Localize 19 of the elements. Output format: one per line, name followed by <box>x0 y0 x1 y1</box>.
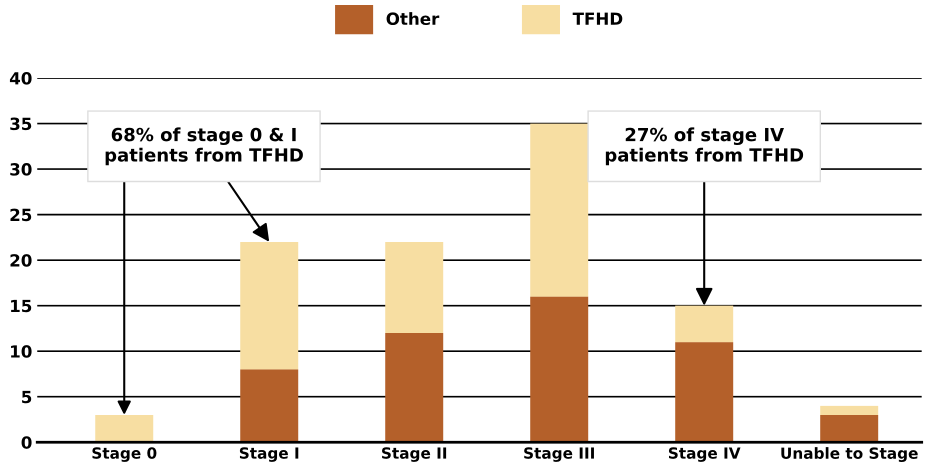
y-tick-label: 40 <box>10 72 32 85</box>
annotation: 27% of stage IV patients from TFHD <box>606 127 804 166</box>
x-tick-label: Stage I <box>240 447 298 462</box>
y-tick-label: 5 <box>22 390 32 404</box>
y-tick-label: 10 <box>11 345 32 358</box>
y-tick-label: 25 <box>10 208 32 222</box>
x-tick-label: Stage II <box>382 447 446 462</box>
y-tick-label: 15 <box>11 300 32 312</box>
y-tick-label: 20 <box>10 254 32 267</box>
y-tick-label: 0 <box>22 436 32 449</box>
legend-label: Other <box>386 12 440 26</box>
x-tick-label: Stage III <box>524 447 594 462</box>
x-tick-label: Stage IV <box>668 447 740 462</box>
y-tick-label: 30 <box>10 163 32 176</box>
annotation: 68% of stage 0 & I patients from TFHD <box>106 127 303 166</box>
y-tick-label: 35 <box>10 118 32 130</box>
x-tick-label: Unable to Stage <box>781 447 918 462</box>
legend-label: TFHD <box>572 12 622 25</box>
x-tick-label: Stage 0 <box>92 447 156 462</box>
